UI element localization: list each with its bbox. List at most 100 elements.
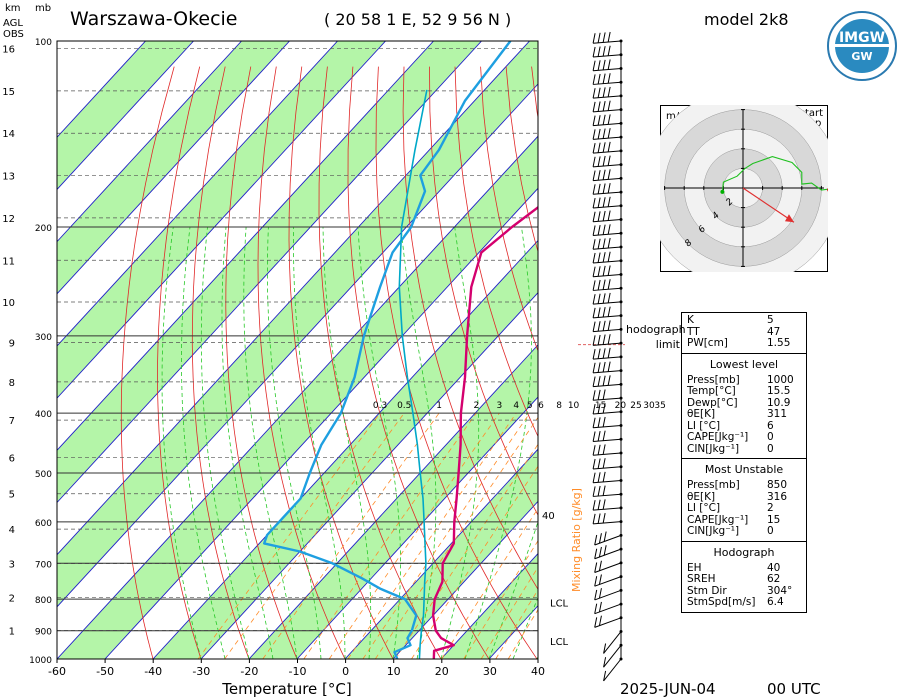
wind-barb-flag (597, 321, 601, 332)
wind-barb (593, 438, 622, 443)
wind-barb-flag (607, 224, 611, 235)
isotherm (296, 396, 538, 659)
wind-barb-flag (607, 100, 611, 111)
wind-barb-flag (607, 128, 611, 139)
logo-text: IMGW (839, 30, 885, 46)
wind-barb-flag (592, 184, 596, 195)
index-label: EH (687, 561, 702, 574)
km-tick-label: 16 (2, 45, 15, 56)
wind-barb (593, 397, 622, 401)
km-tick-label: 3 (9, 560, 15, 571)
index-row: PW[cm] 1.55 (682, 337, 806, 350)
wind-barb-flag (594, 603, 598, 614)
dry-adiabat (157, 66, 202, 659)
dry-adiabat (318, 66, 442, 659)
wind-barb-flag (597, 197, 601, 208)
wind-barb-flag (597, 376, 601, 387)
index-value: 47 (767, 325, 781, 338)
wind-barb-flag (603, 657, 607, 668)
wind-barb (593, 315, 622, 319)
wind-barb-flag (602, 59, 606, 70)
index-row: CIN[Jkg⁻¹] 0 (682, 525, 806, 538)
x-tick-label: -10 (289, 665, 307, 678)
index-row: StmSpd[m/s] 6.4 (682, 596, 806, 609)
indices-table: K 5 TT 47 PW[cm] 1.55 Lowest level Press[mb] 1… (681, 312, 807, 613)
wind-barb-flag (594, 562, 598, 573)
hodograph-indices-section: Hodograph EH 40 SREH 62 Stm Dir 304° StmSpd[m/… (682, 540, 806, 612)
dry-adiabat (454, 66, 538, 438)
wind-barb-flag (607, 114, 611, 125)
pressure-tick-label: 800 (35, 596, 52, 606)
mixing-ratio-label: 0.3 (373, 401, 387, 411)
lcl-label: LCL (550, 637, 569, 648)
index-value: 10.9 (767, 396, 791, 409)
hodo-track (721, 156, 828, 192)
wind-barb-flag (607, 169, 611, 180)
mixing-ratio-label: 3 (497, 401, 503, 411)
x-tick-label: -40 (144, 665, 162, 678)
wind-barb (593, 356, 622, 360)
wind-barb-flag (597, 362, 601, 373)
wind-barb-flag (592, 458, 596, 470)
hodo-ring-label: 2 (724, 197, 735, 208)
wind-barb (594, 576, 622, 587)
wind-barb-flag (592, 472, 596, 483)
wind-barb (594, 603, 622, 615)
svg-text:GW: GW (851, 50, 872, 63)
index-row: EH 40 (682, 561, 806, 575)
dry-adiabat (191, 66, 250, 659)
index-row: θE[K] 316 (682, 490, 806, 504)
wind-barb-flag (592, 129, 596, 140)
wind-barb-flag (597, 170, 601, 181)
wind-barb-flag (597, 115, 601, 126)
wind-barb (593, 411, 622, 415)
moist-adiabat (243, 226, 298, 659)
dry-adiabat (347, 66, 490, 659)
wind-barb (593, 164, 622, 168)
wind-barb (593, 219, 622, 223)
wind-barb-flag (592, 486, 596, 497)
km-tick-label: 11 (2, 256, 15, 267)
wind-barb-flag (597, 334, 601, 346)
index-label: CAPE[Jkg⁻¹] (687, 513, 749, 526)
isotherm (57, 41, 386, 399)
wind-barb-flag (592, 307, 596, 319)
wind-barb-flag (597, 225, 601, 236)
wind-barb-flag (607, 196, 611, 207)
index-row: LI [°C] 2 (682, 502, 806, 515)
x-axis-title: Temperature [°C] (221, 680, 351, 698)
wind-barb (593, 342, 622, 346)
wind-barb-flag (607, 210, 611, 221)
index-value: 0 (767, 525, 774, 537)
wind-barb-flag (607, 334, 611, 345)
km-tick-label: 7 (9, 416, 15, 427)
axes: 1234567891011121314151610020030040050060… (2, 38, 666, 698)
wind-barb (593, 40, 622, 44)
mixing-ratio-label: 25 (630, 401, 641, 411)
wind-barb-flag (597, 87, 601, 98)
isotherm (57, 41, 338, 347)
dry-adiabat (480, 66, 538, 352)
wind-barb (603, 644, 622, 668)
general-indices: K 5 TT 47 PW[cm] 1.55 (682, 313, 806, 353)
mixing-ratio-label: 5 (527, 401, 533, 411)
isotherm (57, 41, 194, 191)
mixing-ratio-label: 1 (436, 401, 442, 411)
lcl-label: LCL (550, 598, 569, 609)
wind-barb-flag (597, 403, 601, 414)
isotherm (57, 41, 434, 451)
isotherm (200, 292, 538, 659)
isotherm (152, 239, 538, 659)
x-tick-label: -50 (96, 665, 114, 678)
wind-barb-flag (597, 211, 601, 222)
km-tick-label: 4 (9, 525, 15, 536)
profile-dewpoint (263, 41, 512, 659)
index-value: 316 (767, 490, 788, 503)
wind-barb-flag (597, 499, 601, 510)
wind-barb-flag (597, 252, 601, 263)
isotherm (344, 448, 538, 659)
dry-adiabat (225, 66, 298, 659)
pressure-tick-label: 100 (35, 38, 52, 48)
